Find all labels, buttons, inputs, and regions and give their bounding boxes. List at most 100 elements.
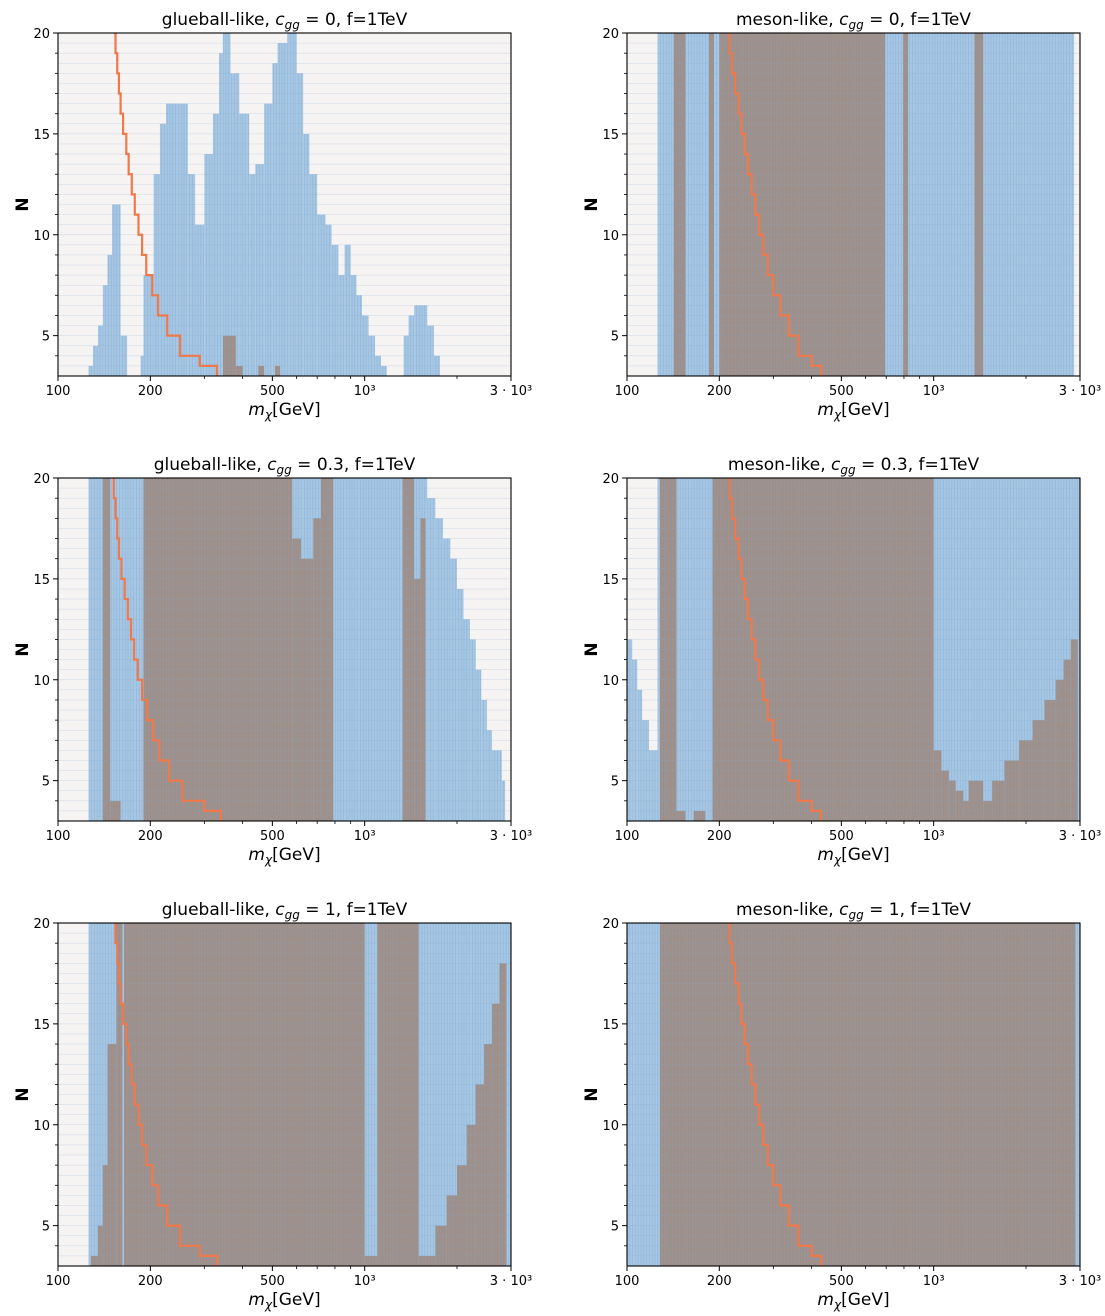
limit-curve xyxy=(727,33,823,376)
excluded-region xyxy=(420,518,426,821)
allowed-region xyxy=(344,244,351,376)
limit-curve xyxy=(727,923,823,1266)
y-tick-label: 20 xyxy=(33,27,50,42)
y-tick-label: 15 xyxy=(33,128,50,143)
y-axis-label: N xyxy=(582,1087,602,1101)
excluded-region xyxy=(102,1165,108,1266)
x-tick-label: 100 xyxy=(46,1274,71,1289)
x-tick-label: 10³ xyxy=(354,829,376,844)
excluded-region xyxy=(491,1003,500,1266)
title-tail: , f=1TeV xyxy=(336,900,408,920)
allowed-region xyxy=(627,639,633,821)
y-tick-label: 20 xyxy=(602,917,619,932)
allowed-region xyxy=(143,275,154,376)
x-tick-label: 3 · 10³ xyxy=(490,384,532,399)
allowed-region xyxy=(219,53,223,376)
x-label-symbol: m xyxy=(817,400,834,420)
panel-2: 100 200 500 10³ 3 · 10³ 5 10 15 20 meson-like, cg… xyxy=(582,10,1101,422)
x-tick-label: 500 xyxy=(260,829,285,844)
x-tick-label: 100 xyxy=(615,384,640,399)
x-label-unit: [GeV] xyxy=(841,400,890,420)
x-tick-label: 500 xyxy=(829,1274,854,1289)
allowed-region xyxy=(230,73,240,376)
x-tick-label: 200 xyxy=(138,384,163,399)
x-axis-label: mχ[GeV] xyxy=(817,400,889,422)
y-axis-label: N xyxy=(582,642,602,656)
title-tail: , f=1TeV xyxy=(908,455,980,475)
allowed-region xyxy=(222,33,231,376)
bin-lines xyxy=(627,923,1078,1266)
y-tick-label: 20 xyxy=(33,917,50,932)
y-tick-label: 10 xyxy=(602,674,619,689)
excluded-region xyxy=(1063,659,1071,821)
chart-title: meson-like, cgg = 0, f=1TeV xyxy=(736,10,971,32)
allowed-region xyxy=(88,365,93,376)
x-tick-label: 3 · 10³ xyxy=(490,829,532,844)
excluded-region xyxy=(659,478,677,821)
allowed-region xyxy=(102,285,108,376)
excluded-region xyxy=(292,538,302,821)
excluded-region xyxy=(719,33,886,376)
y-axis-label: N xyxy=(582,197,602,211)
chart-title: meson-like, cgg = 0.3, f=1TeV xyxy=(728,455,980,477)
limit-curve xyxy=(112,478,223,821)
x-tick-label: 3 · 10³ xyxy=(1059,1274,1101,1289)
excluded-region xyxy=(258,365,265,376)
x-tick-label: 200 xyxy=(138,829,163,844)
allowed-region xyxy=(296,73,304,376)
excluded-region xyxy=(1004,760,1020,821)
allowed-region xyxy=(331,244,339,376)
x-tick-label: 100 xyxy=(46,384,71,399)
title-param-sub: gg xyxy=(285,18,301,32)
y-tick-label: 5 xyxy=(611,775,619,790)
title-param: c xyxy=(831,455,841,475)
plot-area xyxy=(58,33,511,376)
y-tick-label: 10 xyxy=(602,1119,619,1134)
plot-area xyxy=(627,923,1080,1266)
title-param-value: = 0.3 xyxy=(292,455,344,475)
excluded-region xyxy=(97,1225,103,1266)
x-tick-label: 500 xyxy=(260,1274,285,1289)
grid-lines xyxy=(58,923,511,1266)
x-label-symbol: m xyxy=(817,845,834,865)
x-label-unit: [GeV] xyxy=(272,845,321,865)
y-tick-label: 5 xyxy=(42,330,50,345)
x-tick-label: 100 xyxy=(46,829,71,844)
y-tick-label: 5 xyxy=(42,1220,50,1235)
excluded-region xyxy=(364,1255,378,1266)
title-param: c xyxy=(275,900,285,920)
chart-title: glueball-like, cgg = 0.3, f=1TeV xyxy=(154,455,416,477)
panel-3: 100 200 500 10³ 3 · 10³ 5 10 15 20 glueball-like,… xyxy=(13,455,532,867)
allowed-region xyxy=(92,345,98,376)
allowed-region xyxy=(350,275,357,376)
x-axis-label: mχ[GeV] xyxy=(248,400,320,422)
x-tick-label: 200 xyxy=(138,1274,163,1289)
grid-lines xyxy=(627,33,1080,376)
title-tail: , f=1TeV xyxy=(344,455,416,475)
axes-frame xyxy=(57,922,512,1267)
title-text: meson-like, xyxy=(736,900,839,920)
allowed-region xyxy=(469,639,476,821)
x-tick-label: 500 xyxy=(260,384,285,399)
x-axis-label: mχ[GeV] xyxy=(248,845,320,867)
allowed-region xyxy=(166,103,188,376)
y-tick-label: 15 xyxy=(33,573,50,588)
y-tick-label: 10 xyxy=(33,674,50,689)
allowed-region xyxy=(249,174,256,376)
panel-6: 100 200 500 10³ 3 · 10³ 5 10 15 20 meson-like, cg… xyxy=(582,900,1101,1312)
title-param-sub: gg xyxy=(277,463,293,477)
excluded-region xyxy=(116,923,123,1266)
excluded-region xyxy=(418,1255,436,1266)
allowed-region xyxy=(501,780,506,821)
title-param-value: = 0.3 xyxy=(856,455,908,475)
axes-frame xyxy=(626,477,1081,822)
allowed-region xyxy=(649,750,658,821)
bin-lines xyxy=(657,33,1073,376)
excluded-region xyxy=(235,365,243,376)
x-label-sub: χ xyxy=(833,853,842,867)
allowed-region xyxy=(435,518,443,821)
x-tick-label: 3 · 10³ xyxy=(490,1274,532,1289)
excluded-region xyxy=(499,963,507,1266)
title-param-sub: gg xyxy=(848,18,864,32)
allowed-region xyxy=(239,113,250,376)
